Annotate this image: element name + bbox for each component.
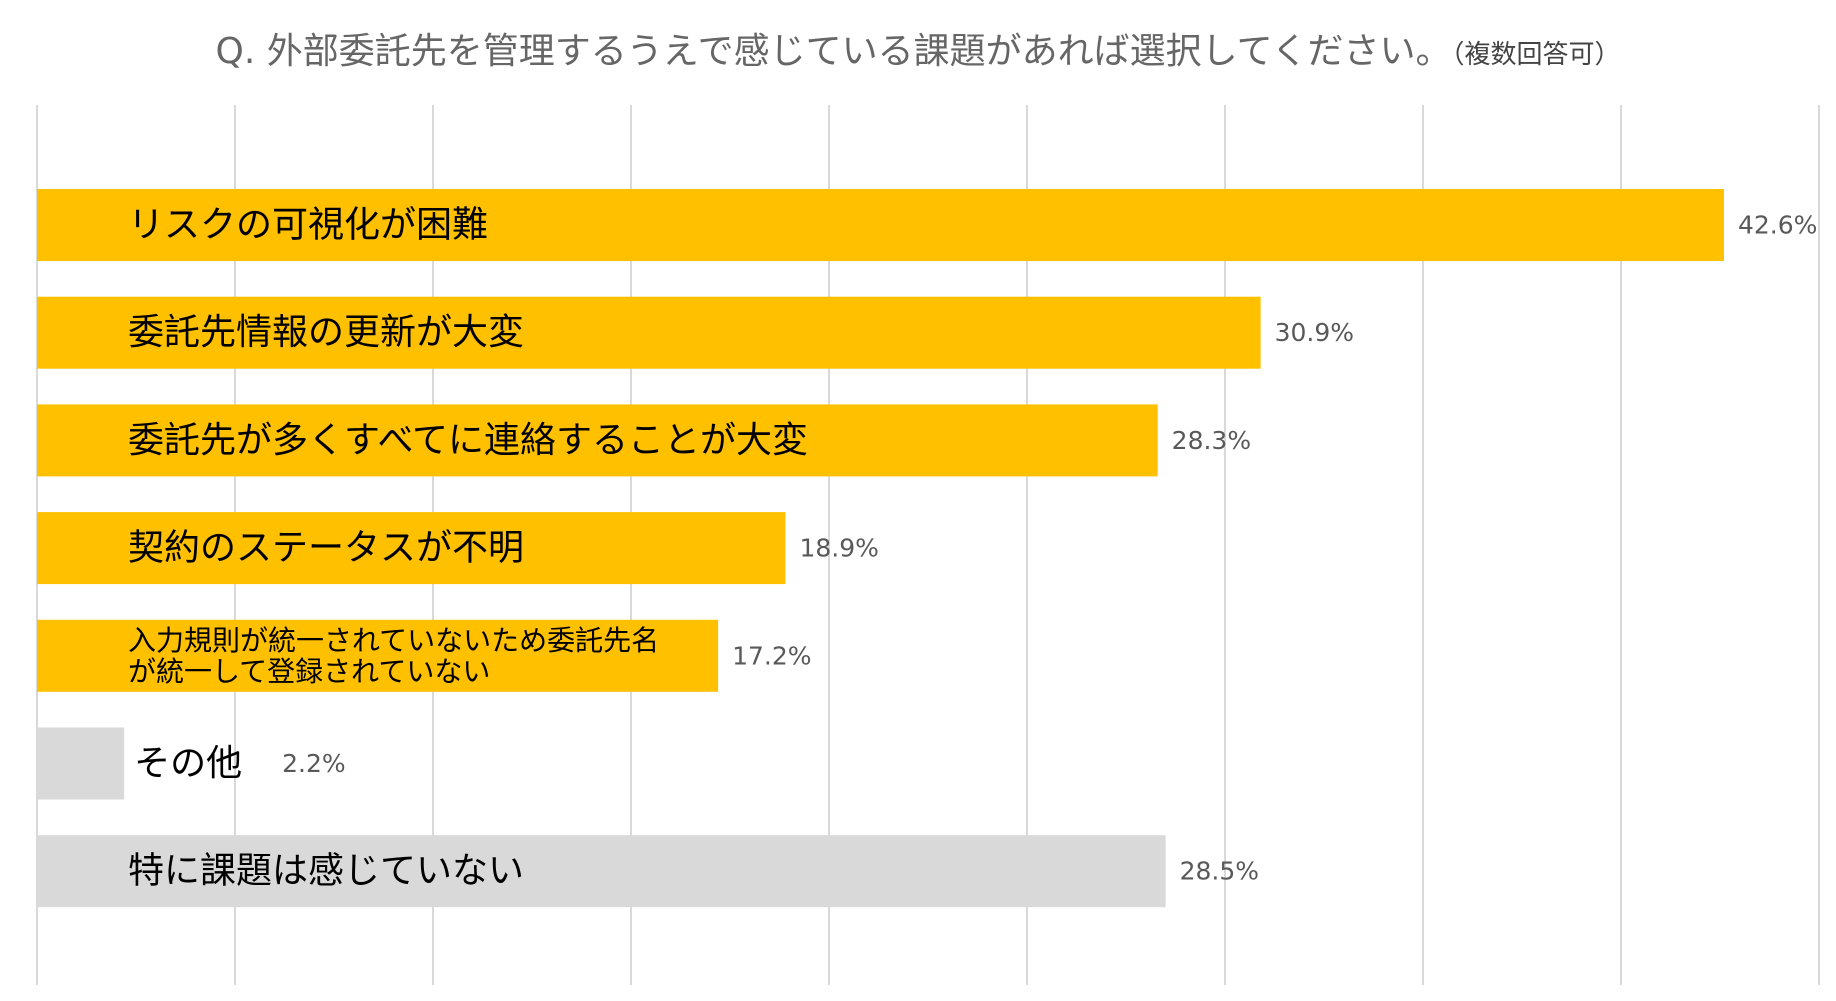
chart-title-question: Q. 外部委託先を管理するうえで感じている課題があれば選択してください。 [215,31,1452,72]
category-label-0: リスクの可視化が困難 [128,205,488,246]
bar-4 [37,619,719,692]
bar-2 [37,404,1158,477]
bar-1 [37,296,1261,369]
category-label-3: 契約のステータスが不明 [128,528,524,569]
value-label-6: 28.5% [1180,857,1259,886]
value-label-0: 42.6% [1738,211,1817,240]
value-label-1: 30.9% [1275,318,1354,347]
category-label-1: 委託先情報の更新が大変 [128,312,524,353]
chart-subtitle: （複数回答可） [1451,40,1621,70]
category-label-4: 入力規則が統一されていないため委託先名が統一して登録されていない [128,624,659,688]
category-label-5: その他 [134,743,242,784]
labels: リスクの可視化が困難 42.6% 委託先情報の更新が大変 30.9% 委託先が多くすべて… [128,205,1817,892]
chart-title: Q. 外部委託先を管理するうえで感じている課題があれば選択してください。（複数回… [0,22,1836,74]
bar-5 [37,727,125,800]
bars [37,189,1724,908]
value-label-5: 2.2% [282,749,346,778]
bar-6 [37,835,1166,908]
value-label-2: 28.3% [1172,426,1251,455]
value-label-4: 17.2% [732,641,811,670]
category-label-2: 委託先が多くすべてに連絡することが大変 [128,420,808,461]
bar-3 [37,512,786,585]
category-label-6: 特に課題は感じていない [128,851,524,892]
value-label-3: 18.9% [799,534,878,563]
bar-0 [37,189,1724,261]
